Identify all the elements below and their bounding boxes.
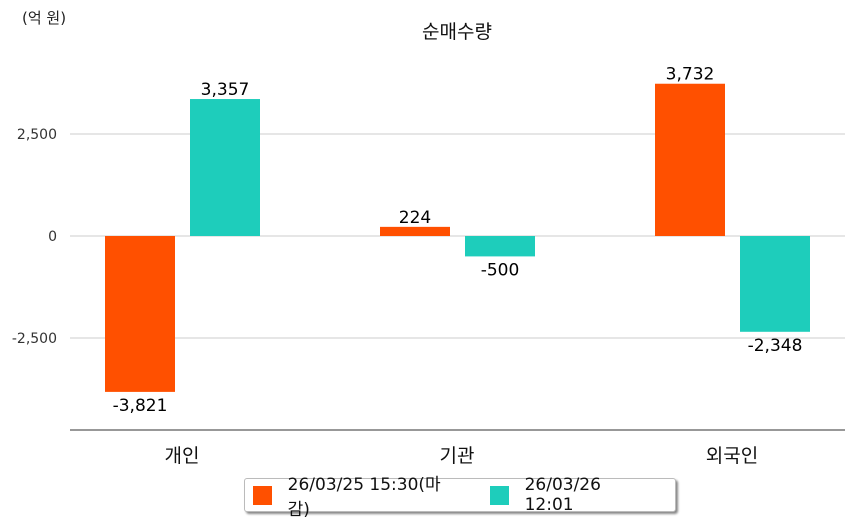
bar[interactable] <box>190 99 260 237</box>
legend-item-0[interactable]: 26/03/25 15:30(마감) <box>253 470 460 520</box>
y-tick-label: 0 <box>48 229 57 245</box>
data-label: -500 <box>481 260 520 280</box>
data-label: 3,357 <box>201 80 250 100</box>
y-tick-label: -2,500 <box>12 331 57 347</box>
legend-label: 26/03/26 12:01 <box>524 475 601 515</box>
bar[interactable] <box>655 83 725 236</box>
data-label: -3,821 <box>113 396 168 416</box>
legend-swatch <box>253 485 272 505</box>
y-axis-unit: (억 원) <box>22 9 66 27</box>
data-label: -2,348 <box>748 336 803 356</box>
data-label: 224 <box>399 208 431 228</box>
bar[interactable] <box>380 226 450 236</box>
legend-item-1[interactable]: 26/03/26 12:01 <box>489 475 653 515</box>
x-tick-label: 개인 <box>165 445 200 467</box>
legend-label: 26/03/25 15:30(마감) <box>287 475 441 520</box>
chart-title: 순매수량 <box>422 21 492 43</box>
bar[interactable] <box>740 236 810 332</box>
bar[interactable] <box>105 236 175 392</box>
x-tick-label: 외국인 <box>706 445 758 467</box>
bar[interactable] <box>465 236 535 257</box>
data-label: 3,732 <box>666 65 715 85</box>
y-tick-label: 2,500 <box>17 127 57 143</box>
legend: 26/03/25 15:30(마감) 26/03/26 12:01 <box>244 475 676 520</box>
legend-swatch <box>489 485 509 505</box>
x-tick-label: 기관 <box>440 445 475 467</box>
bar-chart: (억 원) 순매수량 2,500 0 -2,500 -3,821 3,357 224 -5… <box>12 9 845 467</box>
